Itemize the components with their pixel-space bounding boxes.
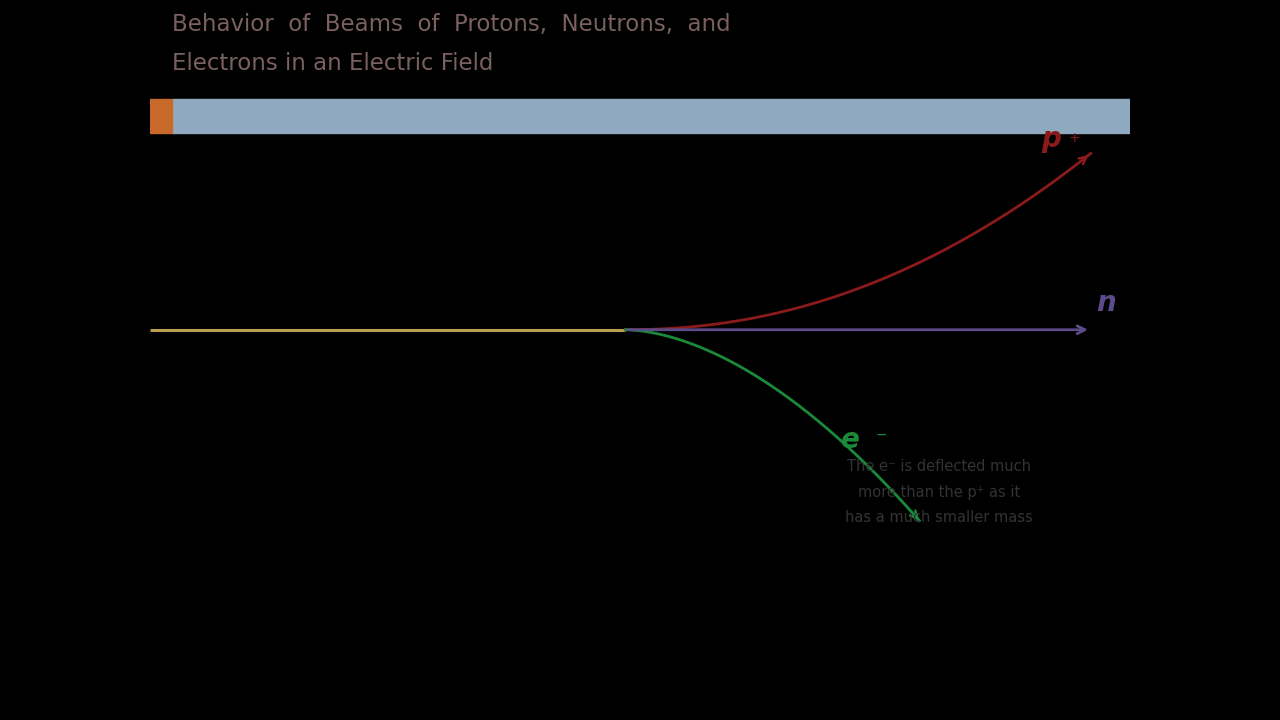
Text: $\mathbf{+}$: $\mathbf{+}$ — [609, 395, 635, 428]
Text: more than the p⁺ as it: more than the p⁺ as it — [858, 485, 1020, 500]
Text: The e⁻ is deflected much: The e⁻ is deflected much — [847, 459, 1030, 474]
Text: n: n — [1096, 289, 1115, 317]
Text: e: e — [841, 426, 860, 454]
Text: Electrons in an Electric Field: Electrons in an Electric Field — [172, 52, 493, 75]
Text: $^-$: $^-$ — [873, 431, 888, 449]
Bar — [172, 99, 1130, 133]
Text: p: p — [1042, 125, 1061, 153]
Text: Behavior  of  Beams  of  Protons,  Neutrons,  and: Behavior of Beams of Protons, Neutrons, … — [172, 13, 730, 36]
Bar — [150, 99, 172, 133]
Text: $\mathbf{-}$: $\mathbf{-}$ — [622, 281, 649, 314]
Text: has a much smaller mass: has a much smaller mass — [845, 510, 1033, 525]
Text: $^+$: $^+$ — [1066, 132, 1082, 151]
